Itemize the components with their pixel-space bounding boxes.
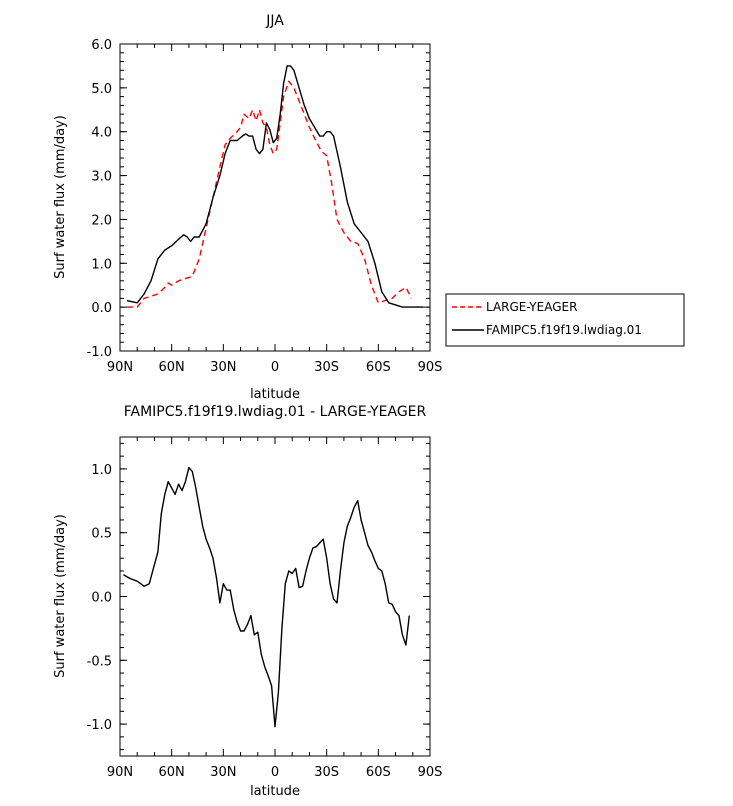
top-y-tick-label: 6.0 [91, 38, 112, 53]
top-plot-frame [119, 43, 431, 352]
top-x-tick-label: 90S [418, 360, 443, 375]
bottom-plot-frame [119, 436, 431, 757]
top-x-axis-label: latitude [250, 387, 300, 402]
top-y-tick-label: 2.0 [91, 213, 112, 228]
bottom-x-tick-label: 30N [210, 765, 236, 780]
top-x-tick-label: 30S [314, 360, 339, 375]
top-y-tick-label: 4.0 [91, 126, 112, 141]
top-y-tick-label: 1.0 [91, 257, 112, 272]
top-x-tick-label: 60S [366, 360, 391, 375]
bottom-x-tick-label: 60N [159, 765, 185, 780]
top-x-tick-label: 60N [159, 360, 185, 375]
top-x-tick-label: 30N [210, 360, 236, 375]
top-series-line-large-yeager [126, 80, 412, 308]
bottom-y-tick-label: 0.0 [91, 591, 112, 606]
legend: LARGE-YEAGER FAMIPC5.f19f19.lwdiag.01 [445, 293, 685, 347]
bottom-x-tick-label: 90N [107, 765, 133, 780]
bottom-x-tick-label: 0 [271, 765, 279, 780]
top-y-axis-label: Surf water flux (mm/day) [53, 115, 68, 279]
legend-box [445, 293, 685, 347]
top-y-tick-label: -1.0 [87, 345, 112, 360]
legend-label-famipc5: FAMIPC5.f19f19.lwdiag.01 [486, 323, 642, 337]
bottom-y-tick-label: -0.5 [87, 654, 112, 669]
bottom-y-tick-label: 1.0 [91, 463, 112, 478]
top-x-tick-label: 90N [107, 360, 133, 375]
bottom-y-tick-label: -1.0 [87, 718, 112, 733]
bottom-y-tick-label: 0.5 [91, 527, 112, 542]
top-panel-title: JJA [265, 13, 284, 29]
top-y-tick-label: 3.0 [91, 170, 112, 185]
top-y-tick-label: 5.0 [91, 82, 112, 97]
bottom-x-tick-label: 60S [366, 765, 391, 780]
bottom-y-axis-label: Surf water flux (mm/day) [53, 514, 68, 678]
bottom-x-tick-label: 90S [418, 765, 443, 780]
bottom-x-axis-label: latitude [250, 784, 300, 799]
top-panel: JJA 90N 60N 30N 0 30S 60S 90S -1.0 0.0 1.0 2.0 3.0 4… [53, 13, 442, 402]
legend-label-large-yeager: LARGE-YEAGER [486, 300, 577, 314]
bottom-panel-title: FAMIPC5.f19f19.lwdiag.01 - LARGE-YEAGER [124, 404, 427, 420]
top-x-tick-label: 0 [271, 360, 279, 375]
bottom-series-line-difference [123, 466, 410, 728]
bottom-x-tick-label: 30S [314, 765, 339, 780]
top-series-line-famipc5-f19f19-lwdiag-01 [126, 65, 424, 308]
top-y-tick-label: 0.0 [91, 301, 112, 316]
bottom-panel: FAMIPC5.f19f19.lwdiag.01 - LARGE-YEAGER … [53, 404, 442, 799]
